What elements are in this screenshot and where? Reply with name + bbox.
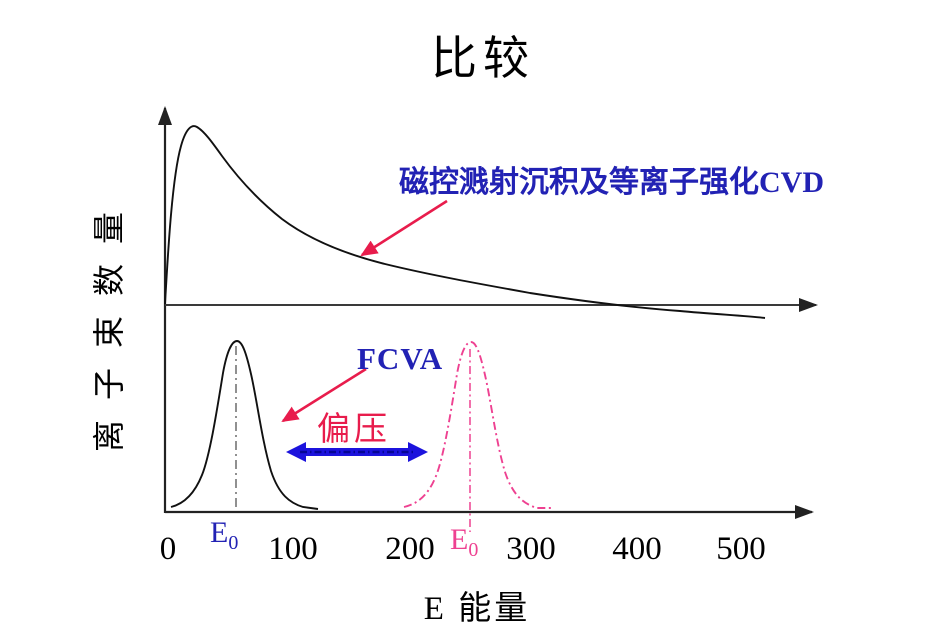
biased-peak-curve (403, 341, 554, 509)
e0-subscript: 0 (228, 532, 239, 554)
e0-subscript: 0 (468, 539, 479, 561)
fcva-peak-curve (170, 340, 319, 510)
x-tick-300: 300 (506, 531, 556, 567)
x-tick-400: 400 (612, 531, 662, 567)
e0-label-fcva: E0 (210, 516, 238, 553)
x-tick-200: 200 (385, 531, 435, 567)
bias-double-arrow (286, 442, 428, 462)
e0-base: E (450, 523, 469, 556)
bias-label: 偏压 (317, 412, 391, 448)
x-tick-0: 0 (159, 531, 177, 567)
x-tick-100: 100 (268, 531, 318, 567)
broad-distribution-curve (164, 125, 766, 319)
e0-label-biased: E0 (450, 523, 478, 560)
x-axis-label: E 能量 (423, 591, 531, 627)
x-tick-500: 500 (716, 531, 766, 567)
fcva-annotation-arrow (281, 367, 367, 423)
e0-base: E (210, 516, 229, 549)
fcva-label: FCVA (357, 341, 444, 376)
method-annotation-arrow (360, 199, 448, 257)
y-axis-label: 离子束数量 (91, 192, 127, 453)
slide-title: 比较 (431, 33, 535, 84)
method-label: 磁控溅射沉积及等离子强化CVD (399, 166, 824, 199)
